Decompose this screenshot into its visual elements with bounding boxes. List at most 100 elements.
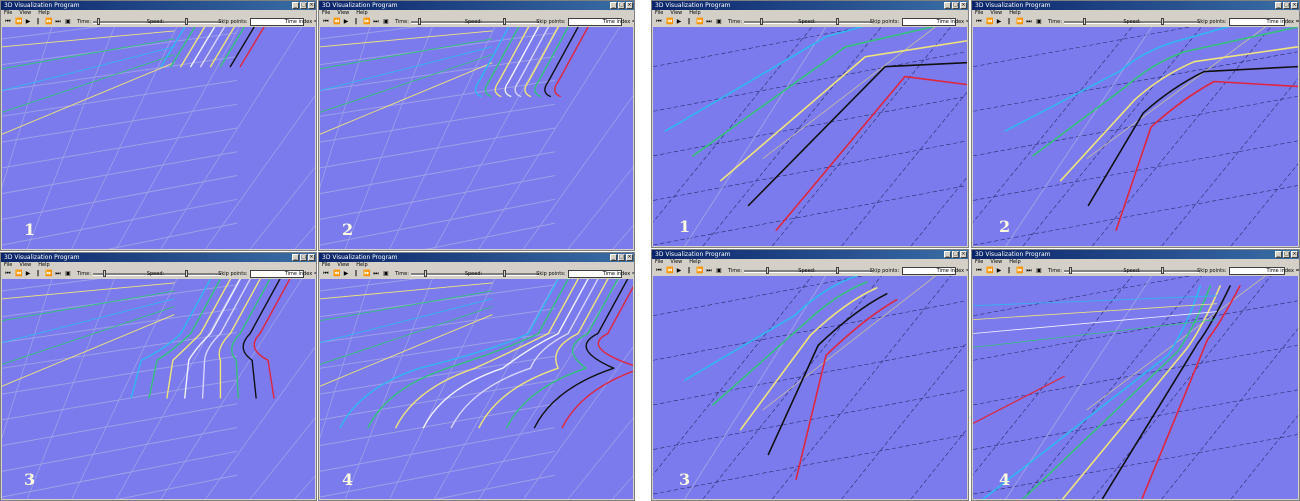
speed-slider[interactable] bbox=[166, 270, 221, 277]
step-back-icon[interactable]: ⏪ bbox=[15, 18, 23, 25]
menu-item-view[interactable]: View bbox=[337, 262, 350, 268]
play-icon[interactable]: ▶ bbox=[25, 270, 31, 277]
speed-slider-thumb[interactable] bbox=[184, 18, 188, 25]
skip-end-icon[interactable]: ⏭ bbox=[706, 267, 712, 274]
close-icon[interactable]: × bbox=[960, 2, 967, 9]
pause-icon[interactable]: ‖ bbox=[1007, 18, 1011, 25]
step-forward-icon[interactable]: ⏩ bbox=[363, 18, 371, 25]
time-slider[interactable] bbox=[1064, 267, 1143, 274]
3d-viewport[interactable]: 2 bbox=[320, 27, 633, 249]
speed-slider-thumb[interactable] bbox=[836, 18, 840, 25]
step-forward-icon[interactable]: ⏩ bbox=[45, 18, 53, 25]
time-slider[interactable] bbox=[93, 270, 170, 277]
play-icon[interactable]: ▶ bbox=[676, 18, 682, 25]
time-slider[interactable] bbox=[744, 267, 821, 274]
3d-viewport[interactable]: 4 bbox=[973, 276, 1298, 499]
menu-item-view[interactable]: View bbox=[337, 10, 350, 16]
menu-item-help[interactable]: Help bbox=[689, 259, 701, 265]
skip-start-icon[interactable]: ⏮ bbox=[5, 18, 11, 25]
step-forward-icon[interactable]: ⏩ bbox=[696, 18, 704, 25]
menu-item-help[interactable]: Help bbox=[1009, 10, 1021, 16]
speed-slider[interactable] bbox=[166, 18, 221, 25]
skip-points-input[interactable] bbox=[568, 270, 623, 278]
minimize-icon[interactable]: _ bbox=[610, 2, 617, 9]
close-icon[interactable]: × bbox=[960, 251, 967, 258]
minimize-icon[interactable]: _ bbox=[292, 2, 299, 9]
close-icon[interactable]: × bbox=[1291, 251, 1298, 258]
pause-icon[interactable]: ‖ bbox=[36, 270, 40, 277]
3d-viewport[interactable]: 3 bbox=[653, 276, 967, 499]
maximize-icon[interactable]: □ bbox=[618, 254, 625, 261]
step-back-icon[interactable]: ⏪ bbox=[15, 270, 23, 277]
speed-slider-thumb[interactable] bbox=[184, 270, 188, 277]
time-slider-thumb[interactable] bbox=[424, 270, 427, 277]
time-slider[interactable] bbox=[93, 18, 170, 25]
menu-item-help[interactable]: Help bbox=[38, 262, 50, 268]
minimize-icon[interactable]: _ bbox=[1275, 2, 1282, 9]
menu-item-help[interactable]: Help bbox=[689, 10, 701, 16]
3d-viewport[interactable]: 4 bbox=[320, 279, 633, 499]
time-slider[interactable] bbox=[744, 18, 821, 25]
skip-points-input[interactable] bbox=[901, 267, 956, 275]
time-slider-thumb[interactable] bbox=[760, 18, 763, 25]
speed-slider[interactable] bbox=[818, 267, 873, 274]
skip-start-icon[interactable]: ⏮ bbox=[656, 18, 662, 25]
speed-slider[interactable] bbox=[818, 18, 873, 25]
speed-slider-thumb[interactable] bbox=[1161, 18, 1165, 25]
skip-points-input[interactable] bbox=[901, 18, 956, 26]
skip-start-icon[interactable]: ⏮ bbox=[323, 18, 329, 25]
step-forward-icon[interactable]: ⏩ bbox=[363, 270, 371, 277]
menu-item-help[interactable]: Help bbox=[356, 10, 368, 16]
play-icon[interactable]: ▶ bbox=[343, 18, 349, 25]
maximize-icon[interactable]: □ bbox=[952, 251, 959, 258]
camera-icon[interactable]: ▣ bbox=[383, 270, 389, 277]
pause-icon[interactable]: ‖ bbox=[687, 18, 691, 25]
menu-item-view[interactable]: View bbox=[670, 259, 683, 265]
maximize-icon[interactable]: □ bbox=[618, 2, 625, 9]
menu-item-file[interactable]: File bbox=[322, 262, 331, 268]
camera-icon[interactable]: ▣ bbox=[383, 18, 389, 25]
close-icon[interactable]: × bbox=[308, 254, 315, 261]
menu-item-file[interactable]: File bbox=[975, 10, 984, 16]
step-back-icon[interactable]: ⏪ bbox=[666, 18, 674, 25]
camera-icon[interactable]: ▣ bbox=[1036, 18, 1042, 25]
pause-icon[interactable]: ‖ bbox=[687, 267, 691, 274]
skip-points-input[interactable] bbox=[1229, 18, 1286, 26]
skip-start-icon[interactable]: ⏮ bbox=[323, 270, 329, 277]
speed-slider-thumb[interactable] bbox=[836, 267, 840, 274]
time-slider[interactable] bbox=[1064, 18, 1143, 25]
close-icon[interactable]: × bbox=[1291, 2, 1298, 9]
step-back-icon[interactable]: ⏪ bbox=[986, 18, 994, 25]
pause-icon[interactable]: ‖ bbox=[354, 270, 358, 277]
menu-item-file[interactable]: File bbox=[322, 10, 331, 16]
time-slider-thumb[interactable] bbox=[1069, 267, 1072, 274]
skip-start-icon[interactable]: ⏮ bbox=[976, 267, 982, 274]
skip-start-icon[interactable]: ⏮ bbox=[976, 18, 982, 25]
skip-end-icon[interactable]: ⏭ bbox=[706, 18, 712, 25]
step-forward-icon[interactable]: ⏩ bbox=[45, 270, 53, 277]
menu-item-file[interactable]: File bbox=[655, 10, 664, 16]
skip-points-input[interactable] bbox=[1229, 267, 1286, 275]
play-icon[interactable]: ▶ bbox=[996, 267, 1002, 274]
time-slider[interactable] bbox=[411, 18, 488, 25]
skip-start-icon[interactable]: ⏮ bbox=[5, 270, 11, 277]
camera-icon[interactable]: ▣ bbox=[65, 270, 71, 277]
camera-icon[interactable]: ▣ bbox=[1036, 267, 1042, 274]
step-forward-icon[interactable]: ⏩ bbox=[1016, 267, 1024, 274]
menu-item-file[interactable]: File bbox=[975, 259, 984, 265]
step-forward-icon[interactable]: ⏩ bbox=[1016, 18, 1024, 25]
close-icon[interactable]: × bbox=[626, 254, 633, 261]
skip-points-input[interactable] bbox=[250, 270, 305, 278]
skip-end-icon[interactable]: ⏭ bbox=[55, 270, 61, 277]
step-back-icon[interactable]: ⏪ bbox=[333, 270, 341, 277]
3d-viewport[interactable]: 1 bbox=[653, 27, 967, 246]
menu-item-help[interactable]: Help bbox=[356, 262, 368, 268]
pause-icon[interactable]: ‖ bbox=[36, 18, 40, 25]
menu-item-file[interactable]: File bbox=[4, 262, 13, 268]
minimize-icon[interactable]: _ bbox=[1275, 251, 1282, 258]
3d-viewport[interactable]: 2 bbox=[973, 27, 1298, 246]
close-icon[interactable]: × bbox=[308, 2, 315, 9]
3d-viewport[interactable]: 3 bbox=[2, 279, 315, 499]
skip-end-icon[interactable]: ⏭ bbox=[1026, 267, 1032, 274]
time-slider-thumb[interactable] bbox=[418, 18, 421, 25]
